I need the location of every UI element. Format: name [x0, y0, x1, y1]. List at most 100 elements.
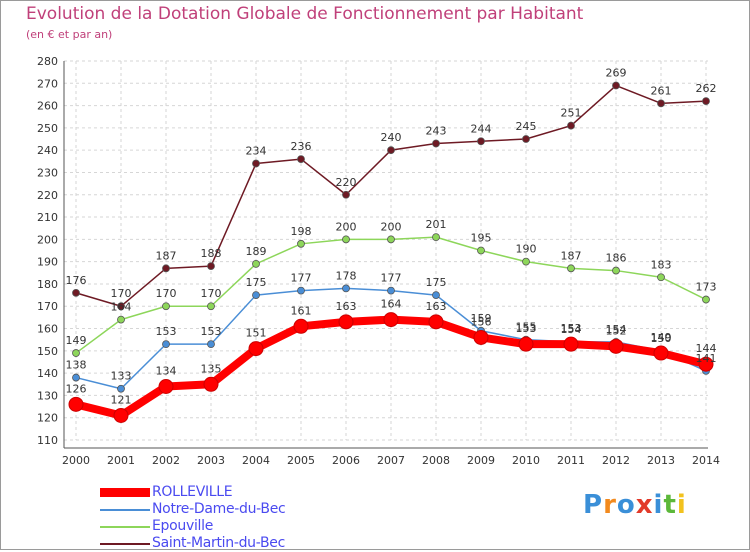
data-label: 159 — [471, 312, 492, 325]
data-point — [473, 329, 489, 345]
y-tick-label: 140 — [37, 367, 58, 380]
data-point — [383, 312, 399, 328]
data-point — [567, 264, 575, 273]
data-point — [522, 257, 530, 266]
data-point — [297, 239, 305, 248]
data-point — [563, 336, 579, 352]
data-point — [432, 233, 440, 242]
legend-swatch — [100, 526, 150, 528]
data-label: 156 — [471, 315, 492, 328]
data-label: 133 — [111, 370, 132, 383]
legend-swatch — [100, 488, 150, 497]
data-label: 153 — [516, 322, 537, 335]
x-tick-label: 2009 — [467, 454, 495, 467]
data-point — [338, 314, 354, 330]
data-point — [293, 318, 309, 334]
data-point — [207, 340, 215, 349]
logo-letter: o — [616, 490, 636, 520]
y-tick-label: 260 — [37, 100, 58, 113]
logo-letter: P — [583, 490, 604, 520]
data-label: 152 — [606, 324, 627, 337]
data-label: 153 — [156, 325, 177, 338]
data-point — [252, 259, 260, 268]
y-tick-label: 230 — [37, 166, 58, 179]
data-point — [297, 286, 305, 295]
y-tick-label: 110 — [37, 434, 58, 447]
x-tick-label: 2001 — [107, 454, 135, 467]
data-point — [207, 262, 215, 271]
data-point — [387, 146, 395, 155]
data-point — [702, 97, 710, 106]
data-point — [612, 81, 620, 90]
data-label: 163 — [426, 300, 447, 313]
chart-subtitle: (en € et par an) — [26, 28, 113, 41]
data-label: 170 — [111, 287, 132, 300]
axes: 110 120 130 140 150 160 170 180 190 200 210 220 230 2… — [37, 55, 720, 467]
data-label: 170 — [201, 287, 222, 300]
data-label: 149 — [66, 334, 87, 347]
data-label: 234 — [246, 145, 267, 158]
data-point — [653, 345, 669, 361]
data-label: 261 — [651, 84, 672, 97]
data-label: 243 — [426, 124, 447, 137]
data-label: 173 — [696, 281, 717, 294]
x-tick-label: 2007 — [377, 454, 405, 467]
y-tick-label: 240 — [37, 144, 58, 157]
data-label: 164 — [111, 301, 132, 314]
data-point — [432, 139, 440, 148]
y-tick-label: 270 — [37, 77, 58, 90]
data-label: 164 — [381, 298, 402, 311]
data-label: 244 — [471, 122, 492, 135]
data-point — [72, 349, 80, 357]
data-label: 150 — [651, 332, 672, 345]
data-label: 175 — [426, 276, 447, 289]
data-point — [342, 284, 350, 293]
data-label: 151 — [246, 327, 267, 340]
data-point — [387, 235, 395, 244]
data-label: 177 — [381, 272, 402, 285]
data-point — [72, 288, 80, 297]
data-point — [477, 246, 485, 255]
logo-letter: t — [663, 490, 677, 520]
data-point — [342, 190, 350, 199]
data-point — [248, 341, 264, 357]
data-point — [612, 266, 620, 275]
y-tick-label: 180 — [37, 278, 58, 291]
y-tick-label: 280 — [37, 55, 58, 68]
y-tick-label: 130 — [37, 389, 58, 402]
y-tick-label: 190 — [37, 256, 58, 269]
data-point — [117, 384, 125, 393]
data-label: 195 — [471, 232, 492, 245]
data-label: 190 — [516, 243, 537, 256]
x-tick-label: 2005 — [287, 454, 315, 467]
series — [68, 81, 714, 423]
data-label: 175 — [246, 276, 267, 289]
data-point — [162, 302, 170, 311]
y-tick-label: 120 — [37, 412, 58, 425]
data-label: 200 — [381, 220, 402, 233]
data-label: 245 — [516, 120, 537, 133]
data-label: 155 — [516, 321, 537, 334]
x-tick-label: 2006 — [332, 454, 360, 467]
logo-letter: r — [603, 490, 617, 520]
data-label: 153 — [201, 325, 222, 338]
data-label: 240 — [381, 131, 402, 144]
x-tick-label: 2003 — [197, 454, 225, 467]
data-label: 186 — [606, 252, 627, 265]
data-point — [117, 315, 125, 324]
data-point — [72, 373, 80, 382]
data-label: 178 — [336, 269, 357, 282]
data-point — [698, 356, 714, 372]
data-label: 141 — [696, 352, 717, 365]
data-point — [207, 302, 215, 311]
data-label: 251 — [561, 107, 582, 120]
x-tick-label: 2008 — [422, 454, 450, 467]
chart-title: Evolution de la Dotation Globale de Fonc… — [26, 4, 584, 24]
data-label: 220 — [336, 176, 357, 189]
data-label: 154 — [561, 323, 582, 336]
y-tick-label: 170 — [37, 300, 58, 313]
legend-item: Saint-Martin-du-Bec — [100, 535, 420, 552]
legend-item: Notre-Dame-du-Bec — [100, 501, 420, 518]
legend-label: Notre-Dame-du-Bec — [152, 501, 286, 517]
data-point — [252, 159, 260, 168]
